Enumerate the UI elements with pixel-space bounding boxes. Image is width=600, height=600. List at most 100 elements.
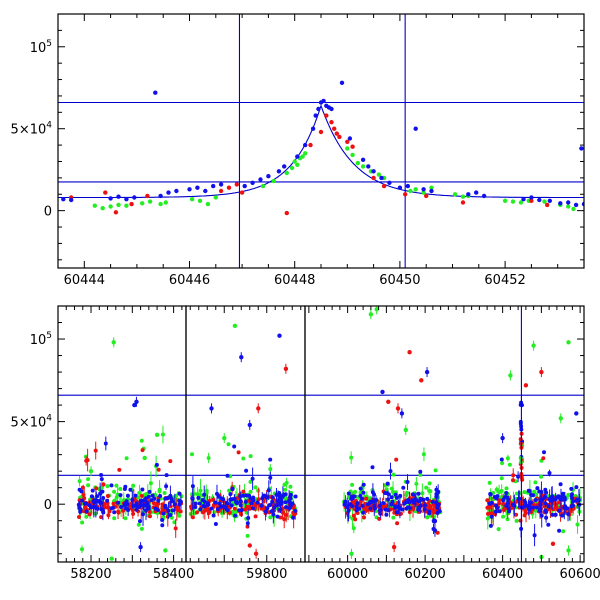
- zoom-plot-area: [58, 14, 584, 268]
- data-point-i: [69, 197, 74, 203]
- data-point-i: [518, 402, 523, 407]
- data-point-i: [346, 491, 351, 496]
- data-point-r: [403, 192, 408, 197]
- data-point-g: [213, 195, 218, 200]
- data-point-i: [140, 487, 145, 492]
- data-point-i: [531, 505, 536, 510]
- data-point-g: [114, 483, 119, 488]
- y-tick-label: 5×104: [11, 414, 53, 431]
- data-point-g: [414, 481, 419, 486]
- data-point-r: [121, 508, 126, 513]
- data-point-i: [244, 468, 249, 473]
- data-point-g: [114, 495, 119, 500]
- data-point-i: [399, 411, 405, 416]
- data-point-i: [372, 504, 377, 508]
- data-point-i: [518, 419, 523, 424]
- data-point-i: [394, 510, 399, 515]
- data-point-g: [408, 188, 413, 194]
- data-point-i: [397, 185, 403, 190]
- data-point-i: [116, 194, 121, 199]
- data-point-g: [283, 487, 288, 492]
- data-point-r: [518, 437, 523, 442]
- data-point-i: [365, 502, 370, 507]
- data-point-i: [506, 497, 511, 502]
- data-point-i: [209, 406, 214, 411]
- data-point-i: [466, 192, 471, 197]
- data-point-r: [253, 514, 258, 519]
- data-point-i: [247, 422, 252, 428]
- data-point-i: [205, 501, 210, 506]
- data-point-g: [271, 178, 276, 184]
- data-point-i: [547, 471, 552, 475]
- data-point-r: [391, 544, 397, 550]
- data-point-r: [524, 510, 528, 515]
- data-point-g: [384, 487, 389, 492]
- data-point-i: [241, 493, 246, 498]
- x-tick-label: 60444: [64, 273, 105, 288]
- data-point-i: [560, 513, 565, 518]
- data-point-i: [109, 506, 114, 511]
- data-point-r: [362, 515, 366, 520]
- data-point-i: [168, 513, 173, 517]
- data-point-i: [434, 487, 439, 492]
- data-point-i: [310, 126, 316, 131]
- data-point-g: [360, 164, 366, 169]
- data-point-i: [275, 514, 280, 519]
- x-tick-label: 60446: [169, 273, 210, 288]
- data-point-g: [226, 442, 231, 447]
- data-point-r: [94, 486, 99, 491]
- data-point-i: [424, 369, 430, 375]
- data-point-r: [173, 526, 178, 531]
- data-point-g: [531, 343, 536, 348]
- data-point-r: [431, 509, 436, 514]
- data-point-i: [577, 502, 582, 507]
- data-point-i: [350, 496, 355, 501]
- data-point-i: [92, 498, 97, 503]
- data-point-g: [391, 515, 396, 520]
- data-point-g: [353, 489, 358, 494]
- data-point-r: [383, 503, 388, 508]
- data-point-r: [234, 182, 239, 187]
- data-point-i: [221, 497, 226, 502]
- data-point-i: [529, 195, 534, 200]
- data-point-r: [386, 399, 391, 404]
- data-point-i: [138, 519, 142, 524]
- data-point-g: [403, 427, 408, 433]
- data-point-r: [190, 515, 195, 520]
- data-point-g: [424, 485, 429, 490]
- data-point-i: [266, 174, 271, 179]
- data-point-i: [293, 494, 298, 499]
- data-point-i: [166, 190, 171, 195]
- x-tick-label: 60000: [327, 567, 368, 582]
- data-point-i: [211, 513, 216, 518]
- data-point-r: [523, 383, 529, 388]
- data-point-i: [569, 486, 574, 491]
- data-point-i: [124, 502, 129, 507]
- data-point-r: [239, 190, 245, 195]
- data-point-r: [140, 448, 145, 453]
- x-tick-label: 60448: [274, 273, 315, 288]
- data-point-r: [101, 482, 106, 487]
- zoom-frame: [57, 13, 585, 269]
- data-point-i: [282, 164, 287, 169]
- data-point-r: [283, 366, 289, 371]
- data-point-i: [396, 505, 401, 509]
- segment-frame-2: [185, 305, 306, 563]
- data-point-i: [539, 490, 544, 494]
- data-point-g: [123, 516, 128, 521]
- data-point-i: [288, 492, 293, 497]
- data-point-r: [113, 210, 119, 215]
- data-point-g: [162, 491, 167, 495]
- data-point-i: [270, 495, 275, 500]
- data-point-i: [370, 465, 375, 470]
- data-point-i: [303, 142, 308, 148]
- data-point-r: [87, 512, 92, 517]
- data-point-i: [385, 481, 390, 486]
- data-point-r: [350, 144, 355, 149]
- data-point-g: [504, 486, 509, 491]
- data-point-i: [416, 491, 421, 496]
- data-point-i: [535, 486, 540, 491]
- data-point-i: [160, 523, 165, 528]
- data-point-i: [488, 523, 493, 528]
- data-point-i: [80, 498, 85, 503]
